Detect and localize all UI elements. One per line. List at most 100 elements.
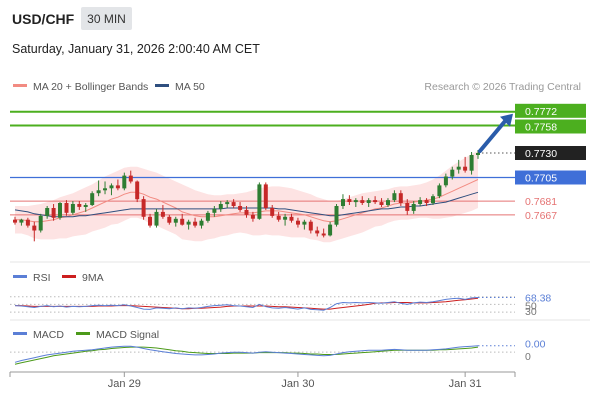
candle	[64, 200, 69, 216]
candle-body	[109, 185, 114, 189]
candle	[476, 150, 480, 159]
candle-body	[443, 176, 448, 186]
candle-body	[77, 204, 82, 207]
arrow-shaft	[478, 116, 509, 153]
timeframe-label: 30 MIN	[87, 12, 126, 26]
candle-body	[424, 200, 429, 203]
candle-body	[64, 203, 69, 213]
macd-legend: MACD MACD Signal	[13, 329, 159, 341]
candle-body	[360, 200, 365, 203]
rsi-level-label-30: 30	[525, 306, 537, 318]
candle	[199, 218, 204, 229]
candle-body	[173, 218, 178, 223]
candle	[431, 194, 435, 206]
candle	[70, 201, 75, 215]
candle	[398, 190, 403, 206]
candle-body	[180, 218, 185, 225]
level-label-resistance: 0.7772	[515, 103, 586, 118]
candle-body	[212, 208, 217, 213]
symbol-title: USD/CHF	[12, 11, 75, 27]
candle-body	[13, 219, 17, 223]
datetime-stamp: Saturday, January 31, 2026 2:00:40 AM CE…	[12, 42, 260, 56]
candle-body	[463, 166, 468, 171]
candle	[308, 219, 313, 234]
candle	[270, 205, 275, 218]
candle	[160, 205, 165, 219]
legend-label-ma50: MA 50	[175, 81, 205, 93]
level-label-text: 0.7772	[525, 106, 557, 118]
candle	[212, 205, 217, 217]
candle	[392, 190, 397, 203]
level-label-text: 0.7758	[525, 122, 557, 134]
candle-body	[263, 184, 268, 208]
candle-body	[238, 206, 243, 210]
candle-body	[160, 211, 165, 217]
candle	[154, 208, 159, 228]
candle-body	[296, 220, 300, 225]
candle	[77, 201, 82, 210]
candle	[90, 191, 95, 206]
candle-body	[186, 221, 191, 225]
candle-body	[38, 215, 43, 231]
candle-body	[289, 216, 294, 221]
bollinger-band	[15, 151, 478, 243]
candle	[173, 216, 178, 227]
candle	[424, 198, 429, 206]
legend-label-rsi-ma: 9MA	[82, 272, 104, 284]
candle-body	[405, 203, 410, 211]
level-label-text: 0.7667	[525, 210, 557, 222]
candle-body	[328, 224, 333, 236]
candle	[386, 198, 390, 207]
candle	[148, 213, 152, 228]
candle	[296, 217, 300, 228]
legend-swatch-ma50	[155, 84, 169, 87]
credit-text: Research © 2026 Trading Central	[424, 81, 581, 93]
candle	[32, 221, 37, 242]
candle-body	[51, 208, 56, 218]
key-levels	[10, 110, 515, 216]
candle	[103, 181, 107, 195]
candle	[321, 228, 326, 238]
candle-body	[476, 153, 480, 155]
candle	[463, 156, 468, 173]
legend-swatch-rsi	[13, 275, 27, 278]
level-label-bg	[515, 170, 586, 185]
candle	[315, 226, 320, 237]
candle	[469, 152, 474, 175]
candle	[231, 199, 236, 208]
candle	[193, 217, 198, 228]
candle-body	[398, 193, 403, 203]
legend-label-macd: MACD	[33, 329, 64, 341]
candle	[347, 195, 352, 206]
candle	[25, 217, 30, 228]
candle-body	[141, 199, 146, 217]
level-label-text: 0.7730	[525, 148, 557, 160]
rsi-last-label: 68.38	[525, 292, 551, 304]
legend-swatch-rsi-ma	[62, 275, 76, 278]
candle	[122, 172, 127, 191]
candle-body	[456, 166, 461, 170]
candle	[360, 196, 365, 206]
x-tick-label: Jan 30	[281, 378, 314, 390]
candle	[418, 197, 423, 206]
candle-body	[366, 200, 371, 203]
candle	[283, 213, 288, 226]
candle	[302, 219, 307, 230]
candle	[51, 204, 56, 221]
main-legend: MA 20 + Bollinger Bands MA 50	[13, 81, 205, 93]
level-label-last: 0.7730	[515, 146, 586, 160]
candle-body	[302, 221, 307, 225]
candle-body	[231, 202, 236, 206]
candle-body	[431, 196, 435, 204]
candle-body	[148, 216, 152, 226]
candle-body	[32, 225, 37, 231]
rsi-ma-line	[15, 297, 479, 310]
candle-body	[437, 185, 442, 197]
candle-body	[96, 190, 101, 194]
candle-body	[341, 199, 345, 206]
x-tick-label: Jan 29	[108, 378, 141, 390]
macd-zero-label: 0	[525, 351, 531, 363]
level-label-pivot: 0.7705	[515, 170, 586, 185]
timeframe-badge[interactable]: 30 MIN	[81, 7, 132, 30]
candle	[328, 221, 333, 237]
